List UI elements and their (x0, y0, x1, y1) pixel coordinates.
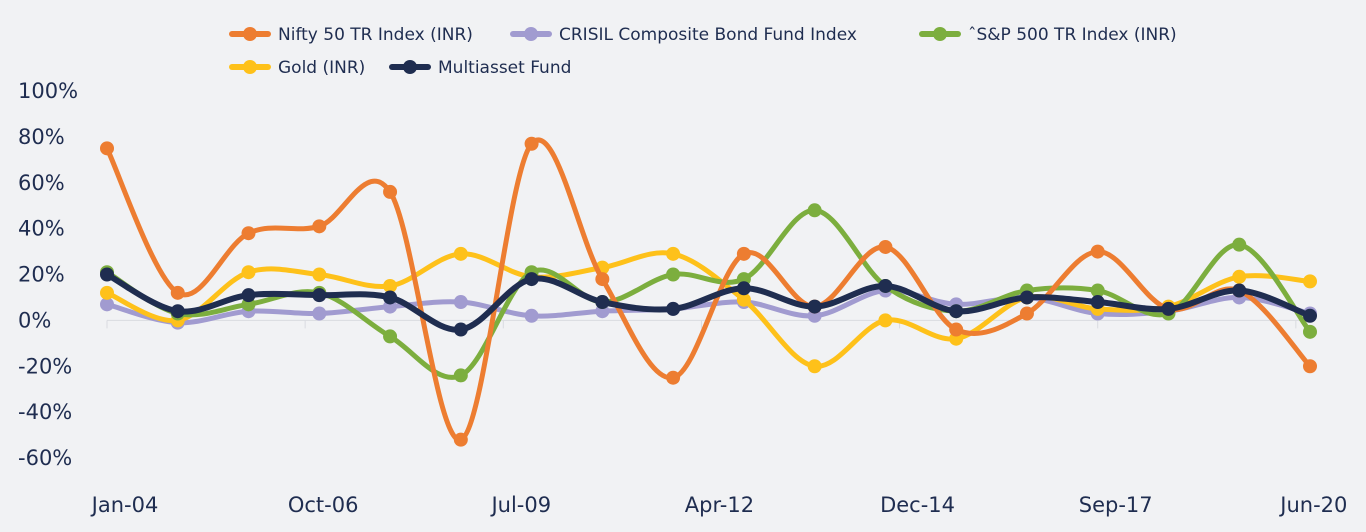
y-tick-label: -40% (18, 400, 72, 424)
data-point (1161, 301, 1176, 316)
data-point (807, 359, 822, 374)
x-tick-label: Dec-14 (880, 493, 955, 517)
legend-label: Multiasset Fund (438, 58, 571, 78)
data-point (524, 308, 539, 323)
data-point (595, 295, 610, 310)
series-layer (100, 136, 1317, 447)
x-tick-label: Jan-04 (90, 493, 159, 517)
data-point (241, 226, 256, 241)
data-point (666, 267, 681, 282)
data-point (524, 272, 539, 287)
legend-label: ˆS&P 500 TR Index (INR) (968, 25, 1177, 45)
data-point (383, 184, 398, 199)
legend-item: Multiasset Fund (389, 58, 571, 78)
x-tick-label: Sep-17 (1079, 493, 1153, 517)
data-point (666, 246, 681, 261)
data-point (100, 285, 114, 300)
data-point (383, 329, 398, 344)
data-point (241, 265, 256, 280)
data-point (170, 285, 185, 300)
data-point (736, 281, 751, 296)
data-point (1303, 324, 1317, 339)
y-tick-label: -60% (18, 446, 72, 470)
data-point (312, 306, 327, 321)
y-tick-label: 20% (18, 263, 65, 287)
legend-label: Gold (INR) (278, 58, 365, 78)
series-line (104, 137, 1313, 443)
data-point (1090, 295, 1105, 310)
data-point (949, 322, 964, 337)
y-tick-label: 40% (18, 217, 65, 241)
data-point (100, 297, 114, 312)
data-point (595, 272, 610, 287)
legend-swatch-marker (933, 27, 947, 41)
data-point (312, 219, 327, 234)
x-tick-label: Jul-09 (489, 493, 551, 517)
data-point (1019, 306, 1034, 321)
legend-item: CRISIL Composite Bond Fund Index (510, 25, 857, 45)
data-point (1019, 290, 1034, 305)
data-point (949, 304, 964, 319)
data-point (453, 246, 468, 261)
legend: Nifty 50 TR Index (INR) CRISIL Composite … (229, 25, 1177, 78)
x-tick-label: Apr-12 (685, 493, 754, 517)
data-point (1232, 237, 1247, 252)
data-point (736, 292, 751, 307)
data-point (383, 290, 398, 305)
y-tick-label: 100% (18, 79, 78, 103)
x-axis: Jan-04 Oct-06 Jul-09 Apr-12 Dec-14 Sep-17 Jun-… (90, 319, 1347, 517)
data-point (807, 203, 822, 218)
data-point (241, 288, 256, 303)
data-point (453, 322, 468, 337)
data-point (312, 288, 327, 303)
series-line (104, 250, 1313, 369)
data-point (312, 267, 327, 282)
data-point (383, 278, 398, 293)
y-tick-label: -20% (18, 354, 72, 378)
legend-item: ˆS&P 500 TR Index (INR) (919, 25, 1177, 45)
y-tick-label: 0% (18, 308, 51, 332)
x-tick-label: Oct-06 (288, 493, 359, 517)
data-point (666, 301, 681, 316)
legend-swatch-marker (403, 60, 417, 74)
x-tick-label: Jun-20 (1278, 493, 1347, 517)
y-tick-label: 60% (18, 171, 65, 195)
data-point (170, 304, 185, 319)
data-point (1090, 283, 1105, 298)
legend-swatch-marker (524, 27, 538, 41)
data-point (453, 368, 468, 383)
data-point (1232, 269, 1247, 284)
data-point (1303, 359, 1317, 374)
legend-item: Gold (INR) (229, 58, 365, 78)
y-axis: 100% 80% 60% 40% 20% 0% -20% -40% -60% (18, 79, 78, 470)
legend-swatch-marker (243, 60, 257, 74)
data-point (100, 267, 114, 282)
data-point (878, 313, 893, 328)
data-point (100, 141, 114, 156)
data-point (1303, 308, 1317, 323)
data-point (736, 246, 751, 261)
data-point (1090, 244, 1105, 259)
legend-item: Nifty 50 TR Index (INR) (229, 25, 473, 45)
data-point (524, 136, 539, 151)
legend-label: CRISIL Composite Bond Fund Index (559, 25, 857, 45)
legend-label: Nifty 50 TR Index (INR) (278, 25, 473, 45)
data-point (453, 432, 468, 447)
y-tick-label: 80% (18, 125, 65, 149)
data-point (878, 278, 893, 293)
data-point (878, 239, 893, 254)
data-point (1303, 274, 1317, 289)
series-4 (100, 267, 1317, 337)
data-point (666, 370, 681, 385)
data-point (807, 299, 822, 314)
data-point (453, 295, 468, 310)
data-point (1232, 283, 1247, 298)
legend-swatch-marker (243, 27, 257, 41)
